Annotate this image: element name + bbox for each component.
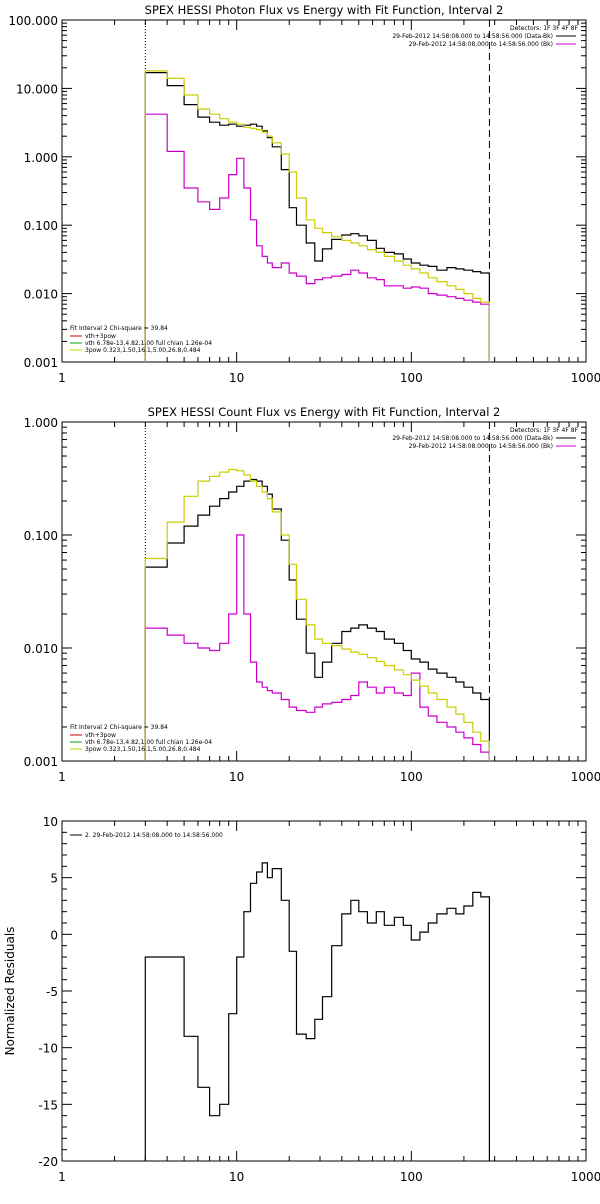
plot-frame [61,421,587,762]
y-tick-label: -15 [38,1098,58,1112]
x-tick-label: 1000 [571,770,600,784]
y-tick-label: 5 [50,872,58,886]
chart-title: SPEX HESSI Photon Flux vs Energy with Fi… [145,3,504,17]
data-series-1 [144,72,490,362]
y-tick-label: 1.000 [24,416,58,430]
x-tick-label: 100 [400,1170,423,1184]
legend-entry: 29-Feb-2012 14:58:08.000 to 14:58:56.000… [409,41,553,48]
plot-panel-1: SPEX HESSI Photon Flux vs Energy with Fi… [8,3,600,385]
y-tick-label: 0.001 [24,356,58,370]
x-tick-label: 10 [229,1170,244,1184]
y-tick-label: 0.010 [24,642,58,656]
plot-panel-2: SPEX HESSI Count Flux vs Energy with Fit… [24,405,600,784]
y-tick-label: 100.000 [8,14,58,28]
legend-entry: 3pow 0.323,1.50,16.1,5.00,26.8,0.484 [85,347,201,354]
x-tick-label: 10 [229,371,244,385]
x-tick-label: 10 [229,770,244,784]
y-tick-label: 0.010 [24,288,58,302]
legend-entry: 29-Feb-2012 14:58:08.000 to 14:58:56.000… [409,443,553,450]
legend-entry: 29-Feb-2012 14:58:08.000 to 14:58:56.000… [392,435,553,442]
legend-entry: 29-Feb-2012 14:58:08.000 to 14:58:56.000… [392,33,553,40]
y-axis-label: Normalized Residuals [3,927,17,1056]
legend-entry: 2. 29-Feb-2012 14:58:08.000 to 14:58:56.… [85,832,223,839]
y-tick-label: -10 [38,1042,58,1056]
x-tick-label: 1 [58,371,66,385]
legend-header: Detectors: 1F 3F 4F 8F [510,427,579,434]
y-tick-label: 10 [43,815,58,829]
data-series-1 [144,478,490,761]
y-tick-label: 0.100 [24,529,58,543]
y-tick-label: 0.001 [24,755,58,769]
x-tick-label: 1 [58,1170,66,1184]
legend-header: Detectors: 1F 3F 4F 8F [510,25,579,32]
legend-entry: vth+3pow [85,333,116,340]
legend-header: Fit Interval 2 Chi-square = 39.84 [70,724,168,731]
data-series-3 [144,70,490,362]
legend-entry: 3pow 0.323,1.50,16.1,5.00,26.8,0.484 [85,746,201,753]
x-tick-label: 1000 [571,1170,600,1184]
data-series-3 [144,468,490,761]
y-tick-label: 0 [50,928,58,942]
x-tick-label: 1000 [571,371,600,385]
data-series-1 [144,862,490,1161]
legend-entry: vth+3pow [85,732,116,739]
y-tick-label: 1.000 [24,151,58,165]
chart-title: SPEX HESSI Count Flux vs Energy with Fit… [148,405,501,419]
x-tick-label: 1 [58,770,66,784]
y-tick-label: -20 [38,1155,58,1169]
y-tick-label: -5 [46,985,58,999]
legend-entry: vth 6.78e-13,4.82,1.00 full chian 1.26e-… [85,340,212,347]
y-tick-label: 10.000 [16,82,58,96]
plot-frame [61,820,587,1162]
legend-header: Fit Interval 2 Chi-square = 39.84 [70,325,168,332]
data-series-2 [144,113,490,362]
y-tick-label: 0.100 [24,219,58,233]
plot-frame [61,19,587,363]
x-tick-label: 100 [400,371,423,385]
data-series-2 [144,534,490,761]
x-tick-label: 100 [400,770,423,784]
legend-entry: vth 6.78e-13,4.82,1.00 full chian 1.26e-… [85,739,212,746]
